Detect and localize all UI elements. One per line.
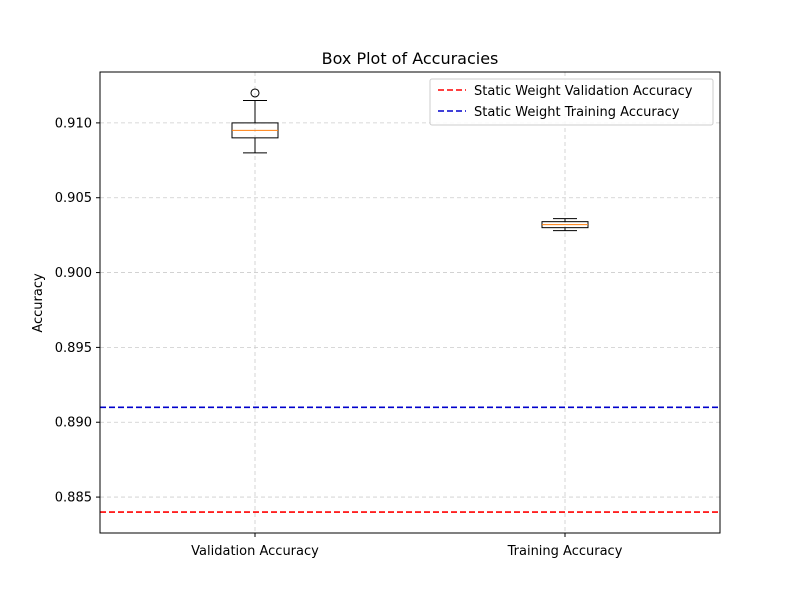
y-tick-label: 0.905	[55, 191, 92, 206]
box-1	[541, 218, 589, 232]
legend: Static Weight Validation Accuracy Static…	[429, 78, 714, 126]
x-tick-label: Validation Accuracy	[191, 544, 319, 559]
outlier-point	[250, 88, 260, 98]
y-axis-ticks: 0.885 0.890 0.895 0.900 0.905 0.910	[55, 116, 100, 506]
y-tick-label: 0.885	[55, 491, 92, 506]
x-tick-label: Training Accuracy	[507, 544, 623, 559]
y-axis-label: Accuracy	[31, 273, 46, 333]
y-tick-label: 0.895	[55, 341, 92, 356]
legend-frame	[429, 78, 714, 126]
y-tick-label: 0.910	[55, 116, 92, 131]
x-axis-ticks: Validation Accuracy Training Accuracy	[191, 533, 623, 559]
legend-label-training: Static Weight Training Accuracy	[474, 105, 680, 120]
boxes	[231, 88, 589, 232]
legend-label-validation: Static Weight Validation Accuracy	[474, 84, 693, 99]
grid-lines	[100, 72, 720, 533]
y-tick-label: 0.900	[55, 266, 92, 281]
plot-frame	[99, 71, 721, 534]
box-0	[231, 88, 279, 154]
chart-title: Box Plot of Accuracies	[322, 49, 499, 68]
y-tick-label: 0.890	[55, 416, 92, 431]
reference-lines	[100, 406, 720, 513]
